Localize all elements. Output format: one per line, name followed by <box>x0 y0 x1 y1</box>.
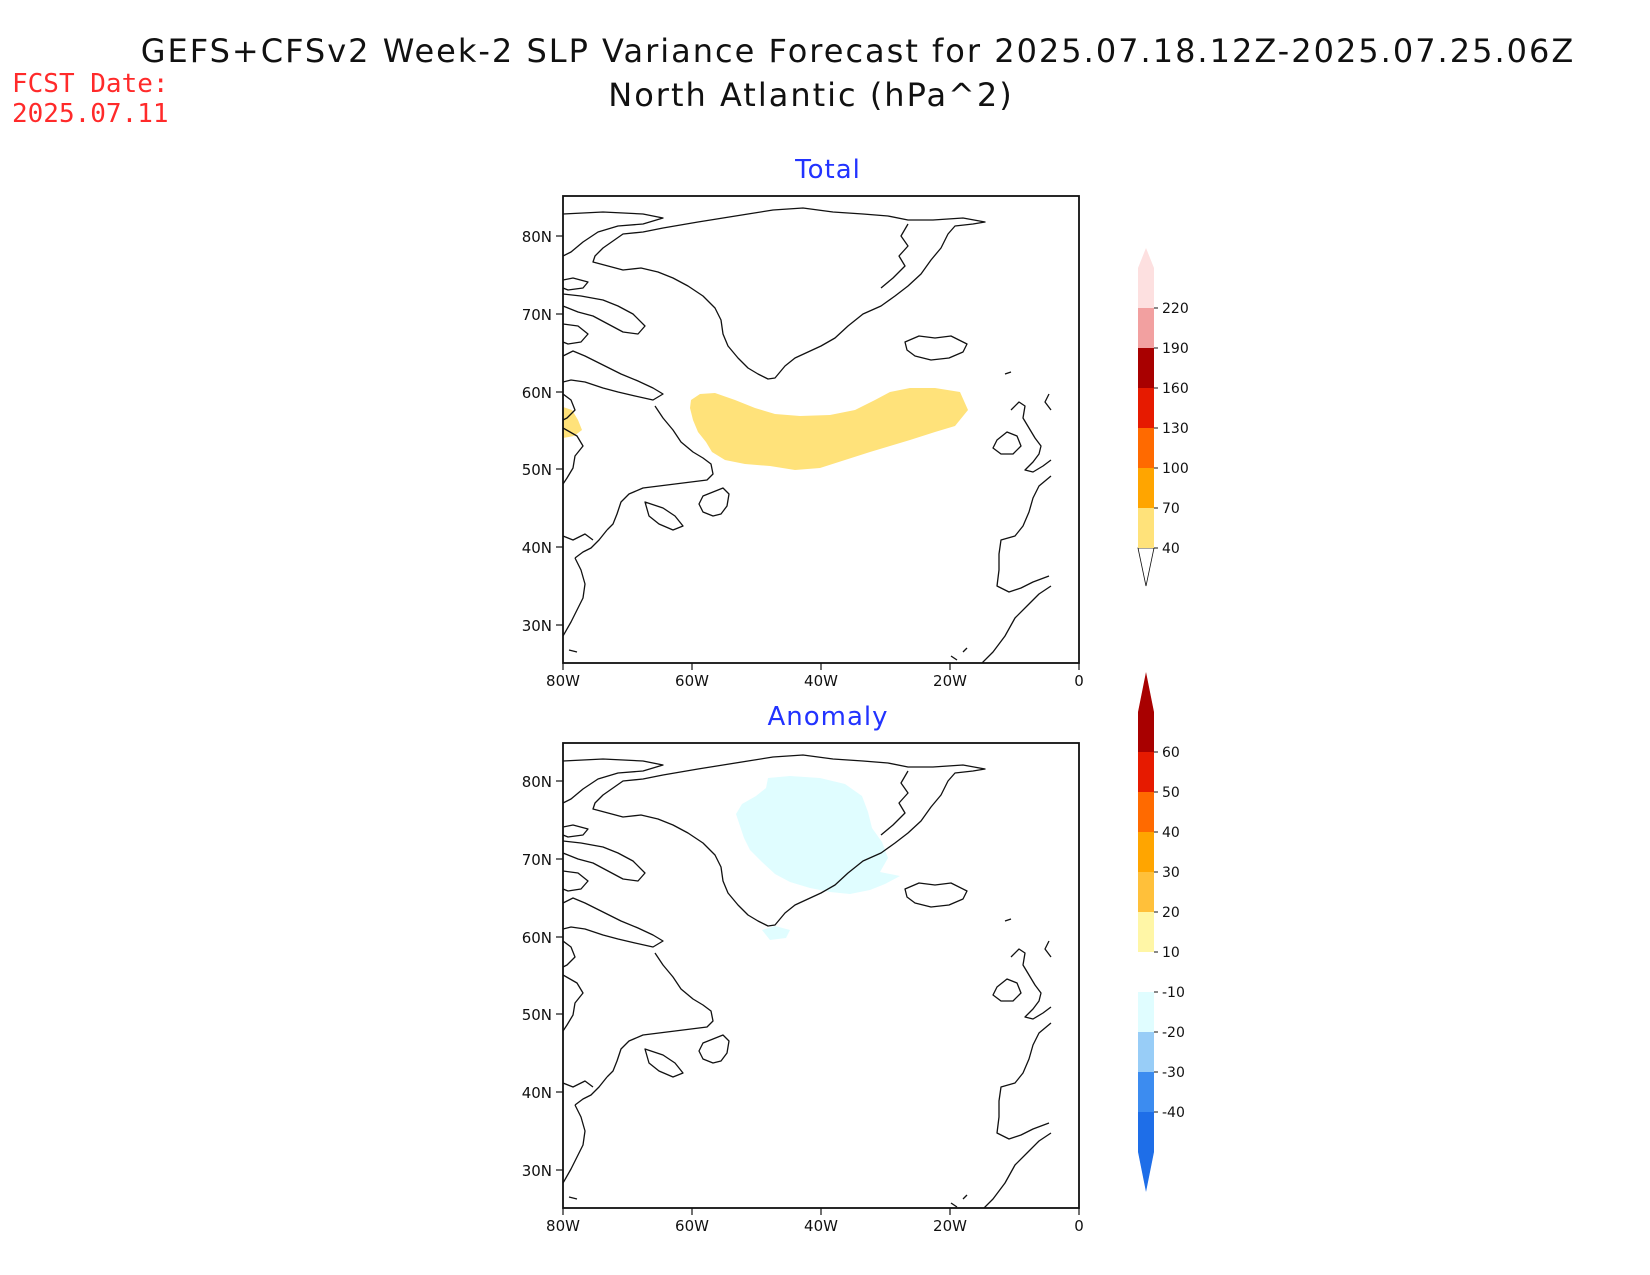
anomaly-lon-label: 60W <box>675 1217 709 1235</box>
anomaly-panel-title: Anomaly <box>767 702 888 732</box>
anomaly-lon-label: 0 <box>1074 1217 1084 1235</box>
colorbar-swatch <box>1138 672 1154 752</box>
colorbar-swatch <box>1138 248 1154 308</box>
colorbar-label: 10 <box>1162 945 1180 961</box>
total-lat-label: 30N <box>522 617 552 635</box>
total-panel: Total 80N 70N 60N 50N 40N 30N <box>522 155 1189 690</box>
colorbar-swatch <box>1138 468 1154 508</box>
colorbar-swatch <box>1138 428 1154 468</box>
forecast-date-value: 2025.07.11 <box>12 99 169 129</box>
figure-subtitle: North Atlantic (hPa^2) <box>608 76 1013 114</box>
colorbar-swatch <box>1138 992 1154 1032</box>
total-variance-shade <box>690 388 968 470</box>
colorbar-label: 40 <box>1162 541 1180 557</box>
total-panel-title: Total <box>794 155 861 185</box>
total-lat-label: 50N <box>522 461 552 479</box>
colorbar-swatch <box>1138 1112 1154 1192</box>
anomaly-colorbar: -40 -30 -20 -10 10 20 30 40 50 60 <box>1138 672 1185 1192</box>
total-lon-label: 60W <box>675 672 709 690</box>
colorbar-label: 20 <box>1162 905 1180 921</box>
colorbar-label: 160 <box>1162 381 1189 397</box>
anomaly-lon-label: 20W <box>933 1217 967 1235</box>
colorbar-label: 30 <box>1162 865 1180 881</box>
total-lat-label: 70N <box>522 306 552 324</box>
colorbar-swatch <box>1138 752 1154 792</box>
colorbar-swatch <box>1138 508 1154 548</box>
colorbar-label: 50 <box>1162 785 1180 801</box>
colorbar-label: 60 <box>1162 745 1180 761</box>
colorbar-label: -30 <box>1162 1065 1185 1081</box>
colorbar-swatch <box>1138 952 1154 992</box>
colorbar-label: 220 <box>1162 301 1189 317</box>
total-colorbar: 40 70 100 130 160 190 220 <box>1137 248 1189 587</box>
total-lon-label: 0 <box>1074 672 1084 690</box>
anomaly-lat-axis: 80N 70N 60N 50N 40N 30N <box>522 773 563 1180</box>
colorbar-swatch <box>1138 1072 1154 1112</box>
anomaly-lon-label: 40W <box>804 1217 838 1235</box>
colorbar-swatch <box>1138 912 1154 952</box>
colorbar-swatch <box>1138 1032 1154 1072</box>
anomaly-lat-label: 80N <box>522 773 552 791</box>
colorbar-label: 190 <box>1162 341 1189 357</box>
total-lon-label: 40W <box>804 672 838 690</box>
total-lat-axis: 80N 70N 60N 50N 40N 30N <box>522 228 563 635</box>
anomaly-lat-label: 70N <box>522 851 552 869</box>
anomaly-lat-label: 30N <box>522 1162 552 1180</box>
anomaly-variance-shade-small <box>762 926 790 940</box>
colorbar-swatch <box>1138 872 1154 912</box>
total-lon-label: 20W <box>933 672 967 690</box>
colorbar-swatch <box>1138 388 1154 428</box>
colorbar-swatch <box>1138 308 1154 348</box>
forecast-date-label: FCST Date: <box>12 69 169 99</box>
total-lat-label: 80N <box>522 228 552 246</box>
colorbar-swatch <box>1138 792 1154 832</box>
colorbar-label: 70 <box>1162 501 1180 517</box>
figure-title: GEFS+CFSv2 Week-2 SLP Variance Forecast … <box>141 32 1576 70</box>
colorbar-label: 100 <box>1162 461 1189 477</box>
colorbar-swatch <box>1138 348 1154 388</box>
colorbar-label: 40 <box>1162 825 1180 841</box>
anomaly-lat-label: 50N <box>522 1006 552 1024</box>
anomaly-panel: Anomaly 80N 70N 60N 50N 40N 30N <box>522 672 1185 1235</box>
colorbar-label: -10 <box>1162 985 1185 1001</box>
anomaly-lon-axis: 80W 60W 40W 20W 0 <box>546 1208 1084 1235</box>
anomaly-lon-label: 80W <box>546 1217 580 1235</box>
colorbar-label: -40 <box>1162 1105 1185 1121</box>
total-lon-label: 80W <box>546 672 580 690</box>
anomaly-lat-label: 60N <box>522 929 552 947</box>
colorbar-lower-arrow <box>1137 547 1155 587</box>
total-lat-label: 60N <box>522 384 552 402</box>
colorbar-swatch <box>1138 832 1154 872</box>
anomaly-lat-label: 40N <box>522 1084 552 1102</box>
colorbar-label: 130 <box>1162 421 1189 437</box>
total-lon-axis: 80W 60W 40W 20W 0 <box>546 663 1084 690</box>
total-lat-label: 40N <box>522 539 552 557</box>
colorbar-label: -20 <box>1162 1025 1185 1041</box>
anomaly-variance-shade <box>736 776 900 894</box>
